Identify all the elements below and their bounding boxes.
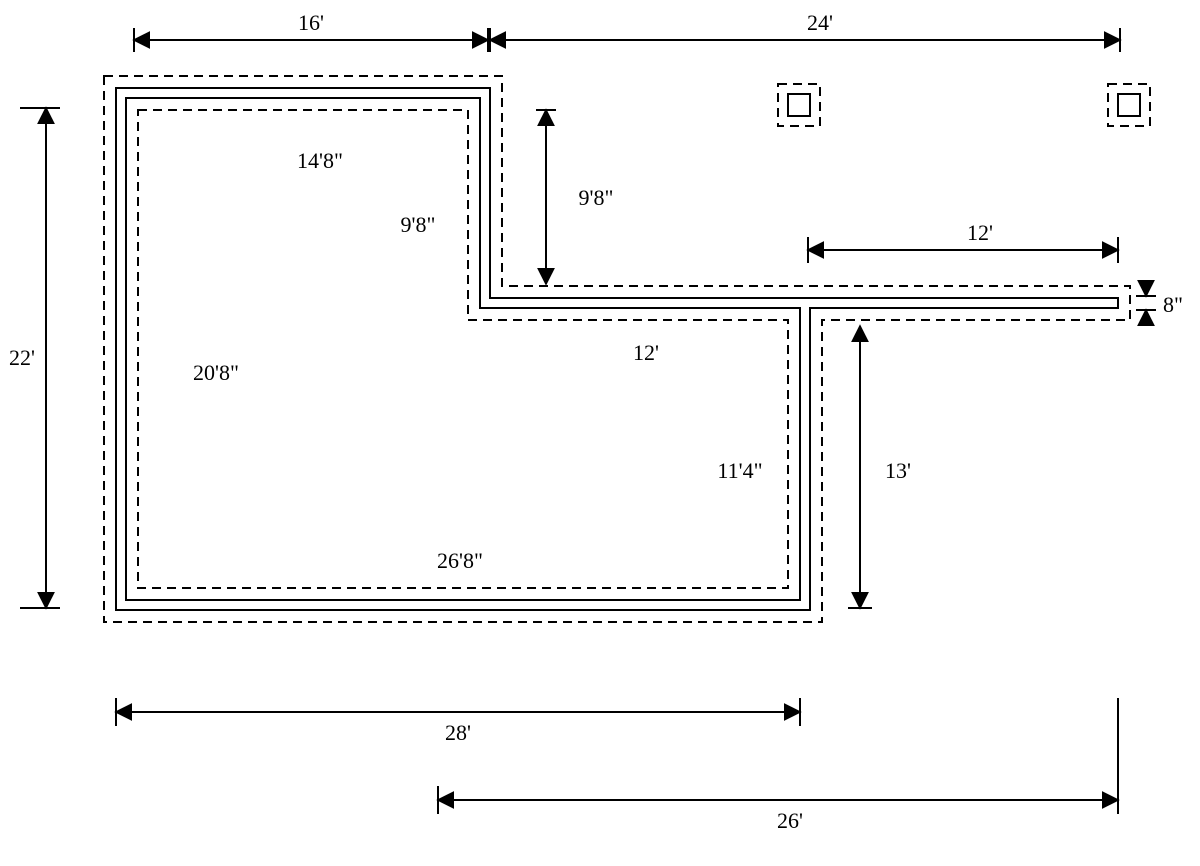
dim-label-v9_8: 9'8" [579,185,614,210]
dim-label-r8in: 8" [1163,292,1183,317]
interior-label-i11_4: 11'4" [717,458,762,483]
interior-label-i9_8: 9'8" [401,212,436,237]
dim-label-v13: 13' [885,458,911,483]
dim-label-left22: 22' [9,345,35,370]
interior-label-i12: 12' [633,340,659,365]
dim-label-top16: 16' [298,10,324,35]
dim-label-bot28: 28' [445,720,471,745]
pier-2-inner [1118,94,1140,116]
pier-1-outer [778,84,820,126]
dim-label-bot26: 26' [777,808,803,833]
interior-label-i26_8: 26'8" [437,548,483,573]
dim-label-mid12h: 12' [967,220,993,245]
pier-2-outer [1108,84,1150,126]
interior-label-i20_8: 20'8" [193,360,239,385]
dim-label-top24: 24' [807,10,833,35]
foundation-plan-drawing: 16' 24' 22' 28' 26' 12' 8" 9'8" 13' 14'8" 9'8" 20'8… [0,0,1200,866]
interior-label-i14_8: 14'8" [297,148,343,173]
pier-1-inner [788,94,810,116]
